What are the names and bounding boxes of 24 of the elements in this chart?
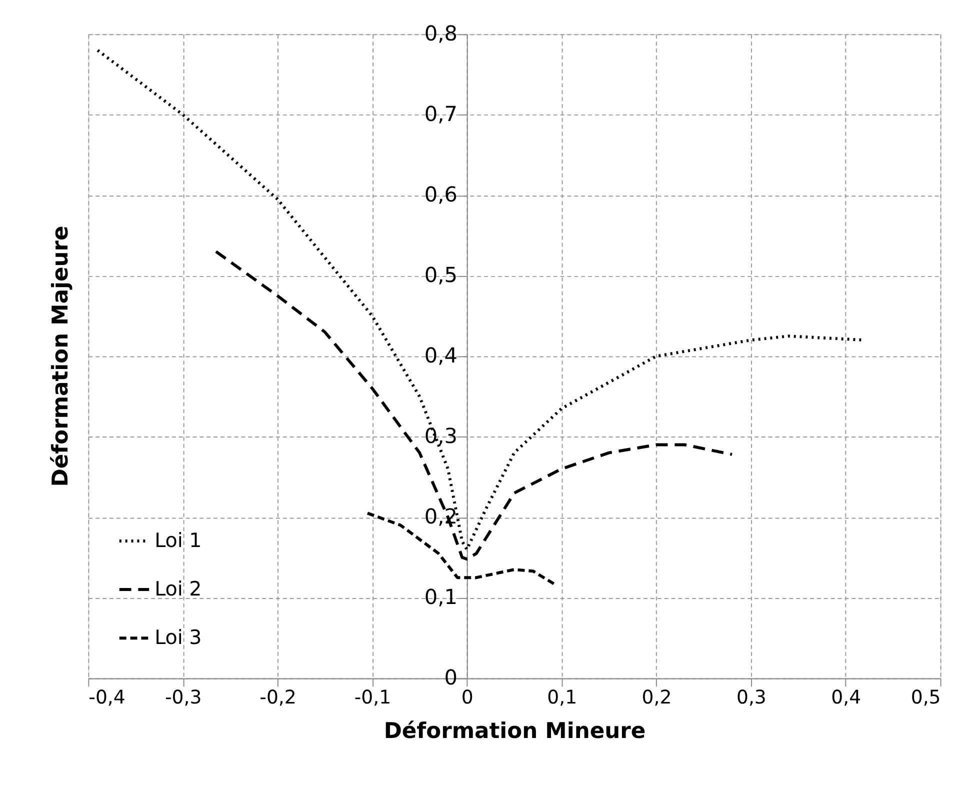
- y-axis-title: Déformation Majeure: [48, 226, 74, 487]
- legend-label: Loi 1: [154, 528, 202, 552]
- legend-label: Loi 3: [154, 626, 202, 650]
- x-tick-label: -0,3: [164, 687, 202, 708]
- y-tick-label: 0: [444, 666, 458, 690]
- y-tick-label: 0,5: [424, 263, 458, 288]
- x-axis-title: Déformation Mineure: [384, 719, 646, 744]
- x-tick-label: 0,4: [831, 687, 862, 708]
- x-tick-label: 0,1: [547, 687, 578, 708]
- x-tick-label: -0,1: [354, 687, 392, 708]
- y-tick-label: 0,6: [424, 182, 458, 207]
- x-tick-label: 0: [461, 687, 474, 708]
- x-tick-label: -0,4: [88, 687, 126, 708]
- line-series: [214, 250, 734, 561]
- x-tick-label: 0,3: [736, 687, 766, 708]
- y-tick-label: 0,8: [424, 22, 458, 46]
- y-tick-label: 0,3: [424, 424, 458, 448]
- x-tick-label: 0,5: [910, 687, 941, 708]
- y-tick-label: 0,1: [424, 585, 458, 610]
- legend-label: Loi 2: [154, 577, 202, 600]
- x-tick-label: -0,2: [260, 687, 296, 708]
- y-tick-label: 0,4: [424, 344, 458, 368]
- y-tick-label: 0,7: [424, 102, 458, 126]
- x-tick-label: 0,2: [642, 687, 672, 708]
